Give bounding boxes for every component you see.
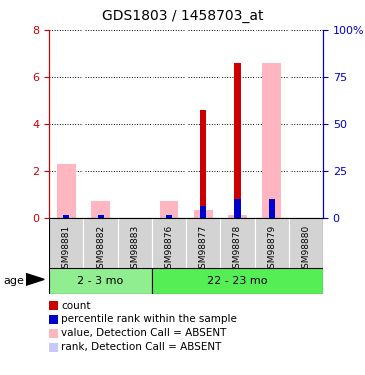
Bar: [194, 210, 213, 218]
Bar: [200, 110, 206, 218]
Bar: [220, 217, 255, 268]
Bar: [255, 217, 289, 268]
Text: age: age: [4, 276, 24, 285]
Bar: [160, 201, 178, 217]
Bar: [234, 63, 241, 217]
Text: GSM98880: GSM98880: [301, 225, 310, 274]
Bar: [152, 268, 323, 294]
Bar: [234, 199, 241, 217]
Bar: [152, 217, 186, 268]
Bar: [186, 217, 220, 268]
Bar: [57, 164, 76, 218]
Bar: [199, 215, 208, 217]
Bar: [267, 215, 277, 217]
Bar: [200, 206, 206, 218]
Bar: [233, 215, 242, 217]
Bar: [63, 215, 69, 217]
Text: GSM98883: GSM98883: [130, 225, 139, 274]
Bar: [269, 199, 275, 217]
Bar: [96, 215, 105, 217]
Bar: [262, 63, 281, 217]
Bar: [91, 201, 110, 217]
Bar: [164, 215, 174, 217]
Text: GSM98881: GSM98881: [62, 225, 71, 274]
Bar: [228, 215, 247, 217]
Polygon shape: [26, 273, 44, 285]
Text: GSM98882: GSM98882: [96, 225, 105, 274]
Text: GSM98876: GSM98876: [165, 225, 173, 274]
Text: GSM98878: GSM98878: [233, 225, 242, 274]
Text: percentile rank within the sample: percentile rank within the sample: [61, 315, 237, 324]
Text: GSM98879: GSM98879: [267, 225, 276, 274]
Bar: [84, 217, 118, 268]
Bar: [166, 215, 172, 217]
Text: 2 - 3 mo: 2 - 3 mo: [77, 276, 124, 286]
Text: value, Detection Call = ABSENT: value, Detection Call = ABSENT: [61, 328, 227, 338]
Text: GSM98877: GSM98877: [199, 225, 208, 274]
Text: 22 - 23 mo: 22 - 23 mo: [207, 276, 268, 286]
Bar: [49, 217, 84, 268]
Bar: [118, 217, 152, 268]
Text: rank, Detection Call = ABSENT: rank, Detection Call = ABSENT: [61, 342, 222, 352]
Text: GDS1803 / 1458703_at: GDS1803 / 1458703_at: [102, 9, 263, 23]
Bar: [49, 268, 152, 294]
Bar: [97, 215, 104, 217]
Bar: [62, 215, 71, 217]
Text: count: count: [61, 301, 91, 310]
Bar: [289, 217, 323, 268]
